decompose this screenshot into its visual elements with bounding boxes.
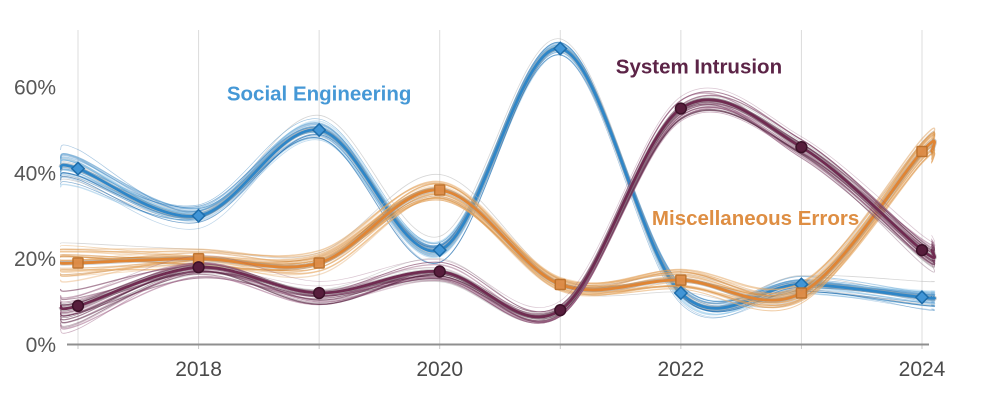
uncertainty-line xyxy=(59,151,936,306)
uncertainty-line xyxy=(59,140,935,291)
y-tick-label-20: 20% xyxy=(14,248,56,271)
uncertainty-line xyxy=(59,103,936,315)
marker-miscellaneous-errors-2021 xyxy=(554,278,567,291)
marker-system-intrusion-2021 xyxy=(554,304,567,317)
series-miscellaneous-errors xyxy=(59,127,937,312)
marker-social-engineering-2021 xyxy=(553,41,568,56)
marker-social-engineering-2019 xyxy=(311,122,327,138)
uncertainty-line xyxy=(59,87,935,308)
marker-system-intrusion-2018 xyxy=(192,261,205,274)
marker-system-intrusion-2023 xyxy=(795,141,808,154)
x-tick-label-2020: 2020 xyxy=(416,358,463,381)
y-axis: 0% 20% 40% 60% xyxy=(14,77,56,357)
markers-system-intrusion xyxy=(71,102,929,317)
series-label-system-intrusion: System Intrusion xyxy=(616,56,782,79)
marker-social-engineering-2024 xyxy=(914,290,930,305)
y-tick-label-0: 0% xyxy=(26,334,56,357)
mean-line xyxy=(59,98,936,319)
uncertainty-line xyxy=(59,91,936,313)
x-tick-label-2024: 2024 xyxy=(899,358,946,381)
mean-line xyxy=(59,139,936,302)
y-tick-label-60: 60% xyxy=(14,77,56,100)
uncertainty-line xyxy=(59,145,936,307)
y-tick-label-40: 40% xyxy=(14,162,56,185)
marker-miscellaneous-errors-2023 xyxy=(795,287,808,299)
marker-miscellaneous-errors-2017 xyxy=(72,257,84,269)
marker-system-intrusion-2017 xyxy=(71,299,85,313)
marker-system-intrusion-2024 xyxy=(915,243,929,257)
marker-system-intrusion-2019 xyxy=(312,286,326,300)
marker-miscellaneous-errors-2024 xyxy=(916,145,928,158)
series-system-intrusion xyxy=(58,87,937,334)
marker-social-engineering-2020 xyxy=(432,242,447,258)
markers-social-engineering xyxy=(70,41,930,305)
uncertainty-line xyxy=(59,137,935,296)
marker-system-intrusion-2020 xyxy=(433,265,446,278)
uncertainty-line xyxy=(59,104,935,327)
marker-social-engineering-2018 xyxy=(191,208,206,224)
marker-miscellaneous-errors-2020 xyxy=(433,184,446,196)
series-label-miscellaneous-errors: Miscellaneous Errors xyxy=(652,207,859,230)
series-social-engineering xyxy=(58,38,937,319)
x-tick-label-2022: 2022 xyxy=(657,358,704,381)
series-label-social-engineering: Social Engineering xyxy=(227,83,412,106)
uncertainty-line xyxy=(59,106,936,329)
uncertainty-line xyxy=(59,99,935,314)
x-tick-label-2018: 2018 xyxy=(175,358,222,381)
uncertainty-line xyxy=(59,111,935,334)
marker-social-engineering-2022 xyxy=(673,285,689,301)
marker-miscellaneous-errors-2022 xyxy=(675,274,687,286)
x-axis: 2018 2020 2022 2024 xyxy=(175,358,945,381)
uncertainty-line xyxy=(59,130,936,299)
marker-system-intrusion-2022 xyxy=(674,102,688,115)
marker-miscellaneous-errors-2019 xyxy=(313,257,325,269)
marker-social-engineering-2017 xyxy=(70,161,86,176)
